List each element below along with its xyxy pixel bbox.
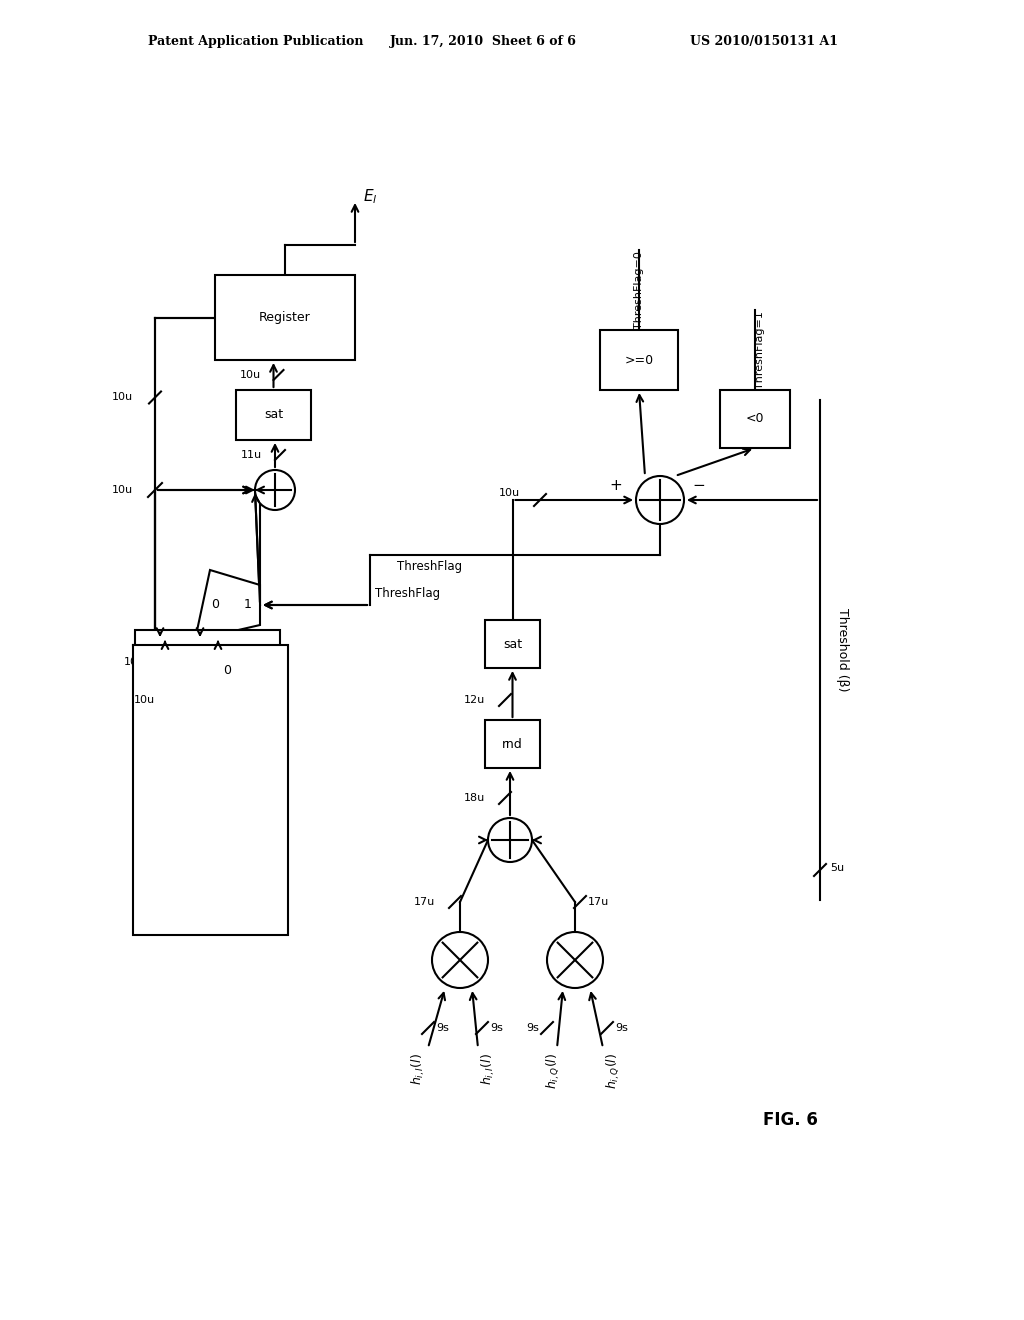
Text: ThreshFlag=0: ThreshFlag=0 [634,251,644,329]
Text: ThreshFlag=1: ThreshFlag=1 [755,312,765,389]
Text: 0: 0 [248,673,256,686]
Text: $E_l$: $E_l$ [362,187,378,206]
Text: 1: 1 [244,598,252,611]
Bar [485,620,540,668]
Bar [133,645,288,935]
Text: 12u: 12u [464,696,485,705]
Text: 0: 0 [223,664,231,676]
Text: $h_{i,Q}(l)$: $h_{i,Q}(l)$ [604,1053,622,1089]
Text: <0: <0 [745,412,764,425]
Circle shape [636,477,684,524]
Text: 10u: 10u [112,392,133,403]
Text: rnd: rnd [502,738,523,751]
Text: sat: sat [503,638,522,651]
Circle shape [432,932,488,987]
Text: 0: 0 [205,645,213,657]
Text: 18u: 18u [464,793,485,803]
Text: 17u: 17u [414,898,435,907]
Text: $h_{i,I}(l)$: $h_{i,I}(l)$ [410,1053,427,1085]
Text: 9s: 9s [490,1023,503,1034]
Text: Threshold (β): Threshold (β) [836,609,849,692]
Text: $h_{i,I}(l)$: $h_{i,I}(l)$ [479,1053,497,1085]
Text: 9s: 9s [436,1023,449,1034]
Text: 0: 0 [211,598,219,611]
Bar [236,389,311,440]
Text: ThreshFlag: ThreshFlag [397,560,463,573]
Text: 10u: 10u [240,370,260,380]
Bar [135,630,280,920]
Text: 9s: 9s [526,1023,539,1034]
Text: 10u: 10u [134,696,155,705]
Text: $h_{i,Q}(l)$: $h_{i,Q}(l)$ [545,1053,561,1089]
Text: Jun. 17, 2010  Sheet 6 of 6: Jun. 17, 2010 Sheet 6 of 6 [390,36,577,49]
Circle shape [488,818,532,862]
Text: 5u: 5u [830,863,844,873]
Bar [215,275,355,360]
Text: Register: Register [259,312,311,323]
Text: Patent Application Publication: Patent Application Publication [148,36,364,49]
Bar [720,389,790,447]
Text: FIG. 6: FIG. 6 [763,1111,817,1129]
Bar [485,719,540,768]
Circle shape [547,932,603,987]
Text: >=0: >=0 [625,354,653,367]
Circle shape [255,470,295,510]
Text: 11u: 11u [241,450,262,459]
Text: 17u: 17u [588,898,609,907]
Text: 10u: 10u [124,657,145,667]
Text: sat: sat [264,408,283,421]
Text: 9s: 9s [615,1023,628,1034]
Text: −: − [692,478,706,492]
Text: 10u: 10u [145,649,155,671]
Text: ThreshFlag: ThreshFlag [375,587,440,601]
Text: 10u: 10u [112,484,133,495]
Text: US 2010/0150131 A1: US 2010/0150131 A1 [690,36,838,49]
Text: 10u: 10u [499,488,520,498]
Bar [600,330,678,389]
Text: +: + [609,478,623,492]
Polygon shape [195,570,260,640]
